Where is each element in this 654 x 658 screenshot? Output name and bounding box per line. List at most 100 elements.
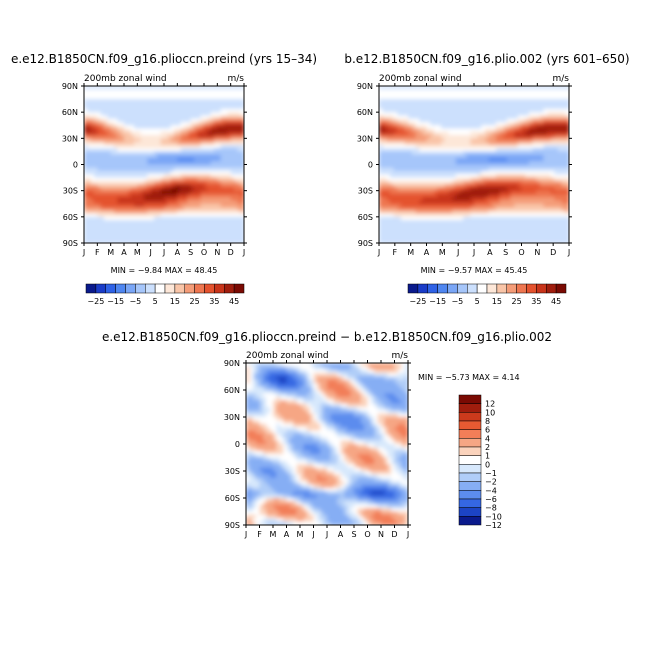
colorbar-swatch [438,284,448,293]
y-tick-label: 60N [357,108,373,117]
panel-preind: e.e12.B1850CN.f09_g16.plioccn.preind (yr… [11,52,317,306]
colorbar-swatch [408,284,418,293]
units-label: m/s [392,351,409,361]
panel-title: e.e12.B1850CN.f09_g16.plioccn.preind (yr… [11,52,317,66]
stats-text: MIN = −9.57 MAX = 45.45 [421,266,528,275]
colorbar-label: −15 [429,297,446,306]
y-tick-label: 90N [357,82,373,91]
x-tick-label: M [439,248,446,257]
difference-field [246,363,409,526]
colorbar-swatch [106,284,116,293]
colorbar-swatch [497,284,507,293]
panel-plio: b.e12.B1850CN.f09_g16.plio.002 (yrs 601–… [344,52,629,306]
colorbar-swatch [165,284,175,293]
panel-title: b.e12.B1850CN.f09_g16.plio.002 (yrs 601–… [344,52,629,66]
colorbar-label: 35 [209,297,219,306]
colorbar-label: 35 [531,297,541,306]
colorbar-label: −25 [87,297,104,306]
colorbar-swatch [135,284,145,293]
x-tick-label: S [503,248,508,257]
colorbar-swatch [428,284,438,293]
x-tick-label: A [121,248,127,257]
panel-title: e.e12.B1850CN.f09_g16.plioccn.preind − b… [102,330,552,344]
colorbar-swatch [556,284,566,293]
colorbar-swatch [546,284,556,293]
y-tick-label: 60S [63,213,78,222]
x-tick-label: J [82,248,85,257]
field-label: 200mb zonal wind [84,74,167,84]
y-tick-label: 90S [358,239,373,248]
field-cells [379,86,570,244]
field-cells [246,363,409,526]
wind-field [379,86,570,244]
colorbar-label: 5 [475,297,480,306]
x-tick-label: M [134,248,141,257]
colorbar-swatch [205,284,215,293]
x-tick-label: N [534,248,540,257]
y-tick-label: 0 [368,161,373,170]
field-label: 200mb zonal wind [379,74,462,84]
colorbar-swatch [457,284,467,293]
colorbar-swatch [234,284,244,293]
colorbar-label: −25 [409,297,426,306]
colorbar-label: 45 [551,297,561,306]
colorbar-swatch [224,284,234,293]
units-label: m/s [553,74,570,84]
field-cells [84,86,245,244]
y-tick-label: 30S [358,187,373,196]
colorbar-swatch [155,284,165,293]
x-tick-label: F [393,248,398,257]
y-tick-label: 90N [62,82,78,91]
y-tick-label: 30N [62,134,78,143]
colorbar-label: 5 [153,297,158,306]
wind-field [84,86,245,244]
x-tick-label: O [518,248,524,257]
colorbar-swatch [448,284,458,293]
colorbar-swatch [214,284,224,293]
x-tick-label: A [175,248,181,257]
x-tick-label: N [214,248,220,257]
x-tick-label: J [162,248,165,257]
colorbar-swatch [116,284,126,293]
colorbar-swatch [536,284,546,293]
x-tick-label: D [550,248,556,257]
x-tick-label: M [107,248,114,257]
colorbar-label: 45 [229,297,239,306]
x-tick-label: J [456,248,459,257]
x-tick-label: F [95,248,100,257]
x-tick-label: S [188,248,193,257]
x-tick-label: A [487,248,493,257]
y-tick-label: 0 [73,161,78,170]
colorbar-label: 25 [190,297,200,306]
colorbar-swatch [517,284,527,293]
colorbar-swatch [487,284,497,293]
x-tick-label: J [148,248,151,257]
colorbar-swatch [86,284,96,293]
x-tick-label: M [407,248,414,257]
colorbar-swatch [195,284,205,293]
x-tick-label: O [201,248,207,257]
colorbar-swatch [96,284,106,293]
x-tick-label: J [567,248,570,257]
colorbar-swatch [175,284,185,293]
colorbar-label: 15 [170,297,180,306]
x-tick-label: J [242,248,245,257]
y-tick-label: 60N [62,108,78,117]
x-tick-label: J [472,248,475,257]
colorbar-swatch [185,284,195,293]
colorbar-label: −15 [107,297,124,306]
y-tick-label: 30S [63,187,78,196]
colorbar-swatch [126,284,136,293]
y-tick-label: 30N [357,134,373,143]
colorbar-swatch [477,284,487,293]
colorbar-label: −5 [451,297,463,306]
colorbar-swatch [145,284,155,293]
units-label: m/s [228,74,245,84]
y-tick-label: 60S [358,213,373,222]
colorbar-label: 15 [492,297,502,306]
colorbar-swatch [507,284,517,293]
colorbar-swatch [418,284,428,293]
colorbar-swatch [467,284,477,293]
